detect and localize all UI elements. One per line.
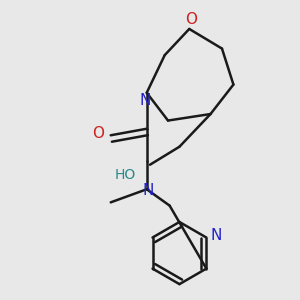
Text: N: N xyxy=(140,93,151,108)
Text: O: O xyxy=(92,126,104,141)
Text: HO: HO xyxy=(115,167,136,182)
Text: N: N xyxy=(143,183,154,198)
Text: O: O xyxy=(185,12,197,27)
Text: N: N xyxy=(211,228,222,243)
